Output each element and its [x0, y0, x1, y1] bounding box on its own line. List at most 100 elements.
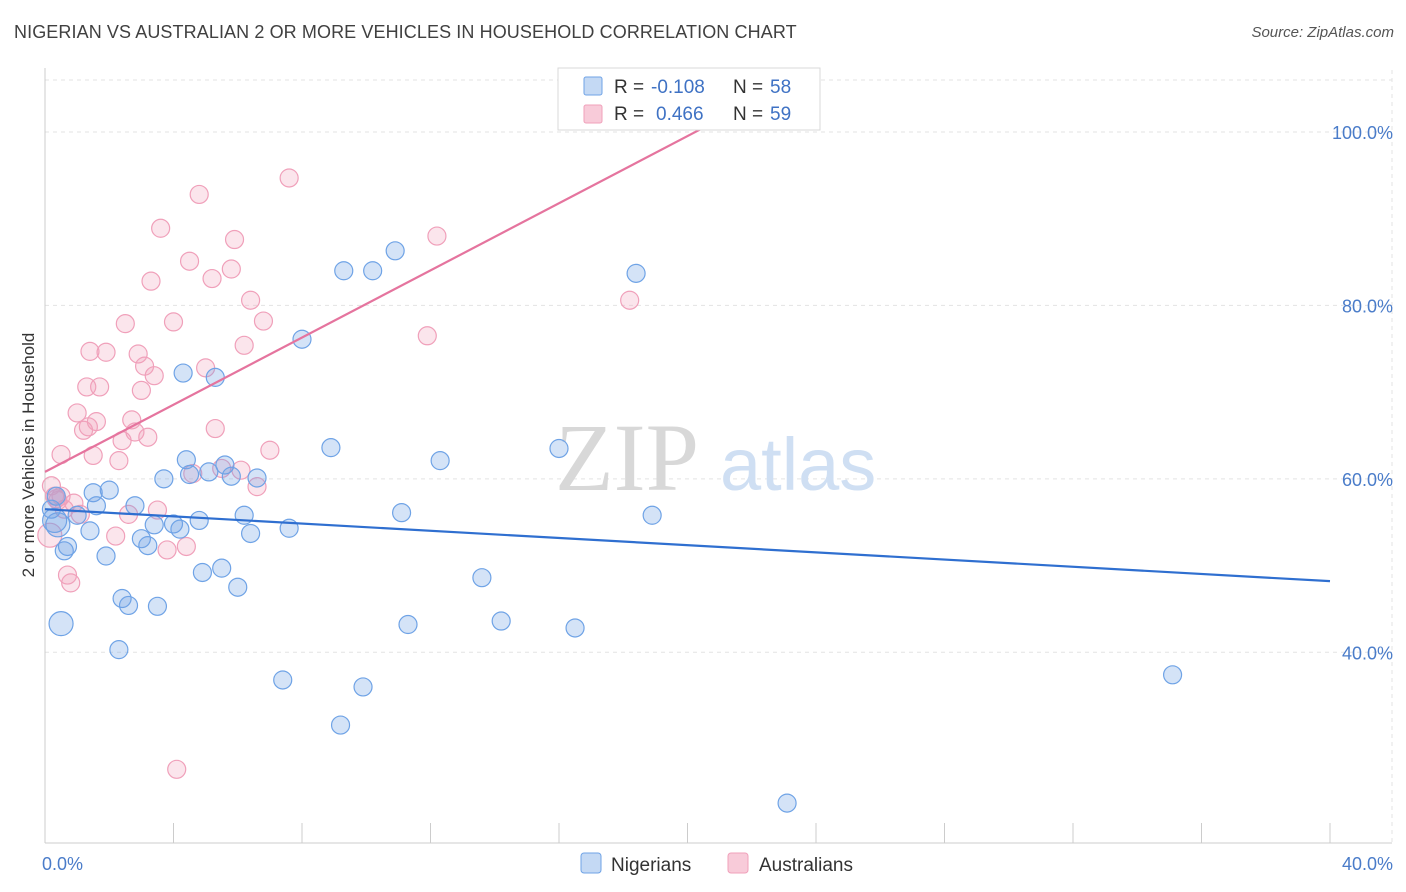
nigerian-point-39	[334, 261, 354, 281]
legend-r-value-2: 0.466	[656, 104, 704, 125]
nigerian-point-7	[86, 496, 107, 516]
australian-point-42	[205, 418, 225, 439]
bottom-legend-nigerians: Nigerians	[611, 855, 691, 876]
australian-point-18	[106, 526, 126, 546]
nigerian-point-35	[273, 670, 293, 690]
x-tick-label-0: 0.0%	[42, 854, 83, 874]
legend-r-label-1: R =	[614, 77, 644, 98]
chart-title: NIGERIAN VS AUSTRALIAN 2 OR MORE VEHICLE…	[14, 22, 797, 42]
nigerian-point-53	[777, 793, 797, 813]
x-tick-label-1: 40.0%	[1342, 854, 1393, 874]
nigerian-point-5	[80, 521, 100, 541]
nigerian-point-49	[549, 438, 569, 459]
y-axis-label: 2 or more Vehicles in Household	[19, 333, 38, 578]
legend-n-value-2: 59	[770, 104, 791, 125]
series-legend: Nigerians Australians	[580, 852, 853, 876]
nigerian-point-18	[154, 469, 174, 489]
bottom-legend-swatch-nigerians	[580, 852, 602, 874]
nigerian-point-0	[42, 507, 68, 534]
australian-point-55	[620, 290, 640, 310]
australian-point-35	[167, 759, 187, 779]
australian-point-19	[109, 451, 129, 471]
australian-point-41	[202, 268, 222, 289]
nigerian-point-34	[247, 468, 267, 488]
australian-point-53	[417, 326, 437, 346]
nigerian-point-8	[96, 546, 116, 566]
australian-point-15	[86, 412, 107, 432]
watermark: ZIP atlas	[555, 404, 876, 511]
nigerian-point-25	[192, 562, 213, 583]
nigerian-point-51	[626, 263, 646, 283]
y-tick-label-3: 100.0%	[1332, 123, 1393, 143]
nigerian-point-40	[330, 715, 351, 735]
australian-point-25	[128, 344, 148, 364]
australian-point-6	[61, 573, 81, 593]
nigerian-point-17	[147, 596, 168, 616]
australian-point-48	[241, 290, 261, 310]
australian-point-33	[157, 540, 177, 560]
legend-r-label-2: R =	[614, 104, 644, 125]
australian-point-30	[144, 366, 164, 386]
watermark-zip: ZIP	[555, 404, 699, 511]
nigerian-point-33	[241, 523, 261, 544]
australian-point-34	[163, 312, 184, 332]
source-label: Source: ZipAtlas.com	[1251, 24, 1394, 41]
nigerian-point-3	[57, 536, 78, 557]
trend-line-australians	[44, 126, 705, 473]
nigerian-point-19	[163, 514, 184, 534]
nigerian-point-22	[176, 450, 196, 470]
axes	[44, 68, 1392, 844]
legend-n-value-1: 58	[770, 77, 791, 98]
bottom-legend-australians: Australians	[759, 855, 853, 876]
australian-point-28	[138, 427, 158, 447]
nigerian-point-41	[353, 677, 373, 697]
nigerian-point-42	[363, 261, 383, 281]
australian-point-21	[115, 314, 135, 334]
nigerian-point-54	[1162, 665, 1183, 685]
nigerian-point-43	[385, 241, 405, 261]
trend-line-nigerians	[44, 508, 1331, 583]
legend-r-value-1: -0.108	[651, 77, 705, 98]
nigerians-points	[41, 241, 1183, 813]
nigerian-point-4	[67, 505, 87, 525]
nigerian-point-52	[642, 505, 662, 525]
nigerian-point-21	[173, 363, 193, 383]
australian-point-32	[151, 218, 171, 238]
australian-point-36	[176, 536, 196, 557]
legend-swatch-nigerians	[583, 76, 603, 96]
nigerian-point-12	[109, 640, 129, 660]
trend-lines	[44, 126, 1331, 583]
australian-point-45	[224, 229, 245, 250]
australian-point-52	[279, 168, 299, 188]
watermark-atlas: atlas	[720, 423, 876, 506]
nigerian-point-24	[189, 510, 209, 531]
australian-point-26	[131, 380, 151, 401]
nigerian-point-56	[45, 512, 71, 538]
legend-n-label-1: N =	[733, 77, 763, 98]
australians-points	[37, 168, 640, 779]
nigerian-point-20	[170, 519, 190, 539]
australian-point-58	[51, 486, 71, 506]
nigerian-point-37	[292, 329, 312, 349]
nigerian-point-13	[125, 496, 145, 516]
nigerian-point-47	[472, 568, 492, 588]
australian-point-56	[37, 522, 63, 548]
nigerian-point-57	[46, 486, 66, 506]
correlation-legend: R = -0.108 N = 58 R = 0.466 N = 59	[557, 67, 821, 131]
australian-point-54	[427, 226, 447, 246]
australian-point-51	[260, 440, 280, 460]
australian-point-8	[67, 403, 87, 423]
gridlines	[45, 70, 1393, 843]
australian-point-29	[141, 271, 161, 291]
nigerian-point-16	[144, 515, 164, 535]
legend-n-label-2: N =	[733, 104, 763, 125]
bottom-legend-swatch-australians	[727, 852, 749, 874]
x-tick-labels: 0.0% 40.0%	[42, 854, 1393, 874]
nigerian-point-48	[491, 611, 511, 631]
australian-point-13	[80, 341, 100, 361]
y-tick-label-2: 80.0%	[1342, 296, 1393, 316]
legend-swatch-australians	[583, 104, 603, 124]
australian-point-39	[189, 184, 209, 205]
nigerian-point-30	[221, 466, 241, 486]
